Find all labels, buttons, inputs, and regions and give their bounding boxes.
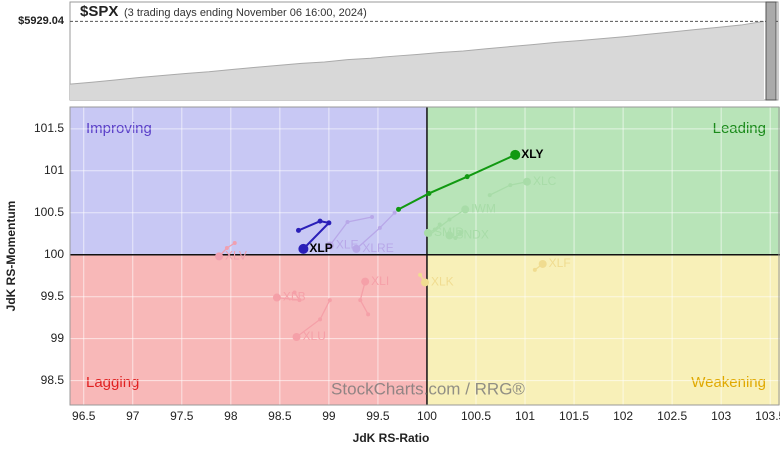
series-label: IWM [471, 202, 496, 216]
tail-point [318, 317, 323, 322]
y-tick-label: 98.5 [41, 373, 65, 387]
plot-frame [69, 106, 780, 406]
price-subtitle: (3 trading days ending November 06 16:00… [124, 7, 367, 19]
x-tick-label: 99 [322, 409, 336, 423]
tail-point [458, 230, 463, 235]
quadrant [70, 107, 427, 255]
y-tick-label: 100 [44, 247, 64, 261]
tail-point [232, 240, 237, 245]
price-area [70, 21, 764, 101]
y-tick-label: 99 [51, 331, 65, 345]
y-axis-label: JdK RS-Momentum [4, 201, 18, 312]
x-tick-label: 100 [417, 409, 437, 423]
tail-head [272, 293, 281, 302]
x-tick-label: 96.5 [72, 409, 96, 423]
x-tick-label: 103.5 [755, 409, 780, 423]
series-label: XLU [303, 329, 326, 343]
tail-point [326, 220, 332, 226]
tail-head [445, 231, 454, 240]
tail-point [317, 218, 323, 224]
y-tick-label: 101.5 [34, 121, 64, 135]
tail-line [298, 220, 331, 250]
y-tick-label: 99.5 [41, 289, 65, 303]
tail-point [392, 210, 397, 215]
x-tick-label: 102.5 [657, 409, 687, 423]
tail-point [366, 312, 371, 317]
quadrant-label: Lagging [86, 374, 139, 391]
y-tick-label: 101 [44, 163, 64, 177]
series-label: XLF [549, 256, 571, 270]
price-line [69, 20, 765, 85]
watermark: StockCharts.com / RRG® [331, 379, 525, 398]
series-label: SNDX [456, 228, 489, 242]
tail-point [358, 298, 363, 303]
quadrant-label: Weakening [691, 374, 766, 391]
x-tick-label: 99.5 [366, 409, 390, 423]
series-label: XLP [309, 241, 332, 255]
price-label: $5929.04 [18, 15, 65, 27]
series-label: XLY [521, 147, 543, 161]
x-axis-label: JdK RS-Ratio [353, 431, 430, 445]
tail-head [292, 333, 301, 342]
tail-point [532, 267, 537, 272]
series-label: XLRE [362, 241, 393, 255]
tail-point [396, 206, 402, 212]
tail-point [447, 217, 452, 222]
tail-point [508, 183, 513, 188]
tail-line [398, 153, 516, 211]
tail-point [295, 227, 301, 233]
series-label: XLC [533, 174, 557, 188]
tail-head [522, 177, 531, 186]
x-tick-label: 97 [126, 409, 140, 423]
tail-head [510, 149, 521, 160]
series-label: XLK [431, 275, 454, 289]
tail-head [461, 205, 470, 214]
tail-point [453, 235, 458, 240]
tail-point [327, 298, 332, 303]
x-tick-label: 103 [711, 409, 731, 423]
tail-point [432, 227, 437, 232]
x-tick-label: 98.5 [268, 409, 292, 423]
period-band [765, 1, 777, 101]
y-tick-label: 100.5 [34, 205, 64, 219]
tail-point [377, 225, 382, 230]
tail-head [361, 277, 370, 286]
price-title: $SPX [80, 3, 118, 20]
x-tick-label: 100.5 [461, 409, 491, 423]
tail-head [298, 243, 309, 254]
tail-point [464, 174, 470, 180]
tail-head [325, 241, 334, 250]
tail-point [224, 246, 229, 251]
tail-head [423, 228, 432, 237]
tail-point [292, 290, 297, 295]
tail-head [215, 252, 224, 261]
tail-point [437, 222, 442, 227]
tail-point [487, 193, 492, 198]
tail-head [352, 244, 361, 253]
x-tick-label: 101 [515, 409, 535, 423]
series-label: XLB [283, 290, 306, 304]
x-tick-label: 102 [613, 409, 633, 423]
tail-point [370, 214, 375, 219]
x-tick-label: 98 [224, 409, 238, 423]
tail-point [426, 190, 432, 196]
tail-point [297, 298, 302, 303]
x-tick-label: 101.5 [559, 409, 589, 423]
tail-point [345, 220, 350, 225]
tail-point [418, 272, 423, 277]
series-label: XLI [371, 274, 389, 288]
x-tick-label: 97.5 [170, 409, 194, 423]
series-label: XLV [225, 249, 247, 263]
tail-head [538, 259, 547, 268]
tail-head [421, 278, 429, 287]
